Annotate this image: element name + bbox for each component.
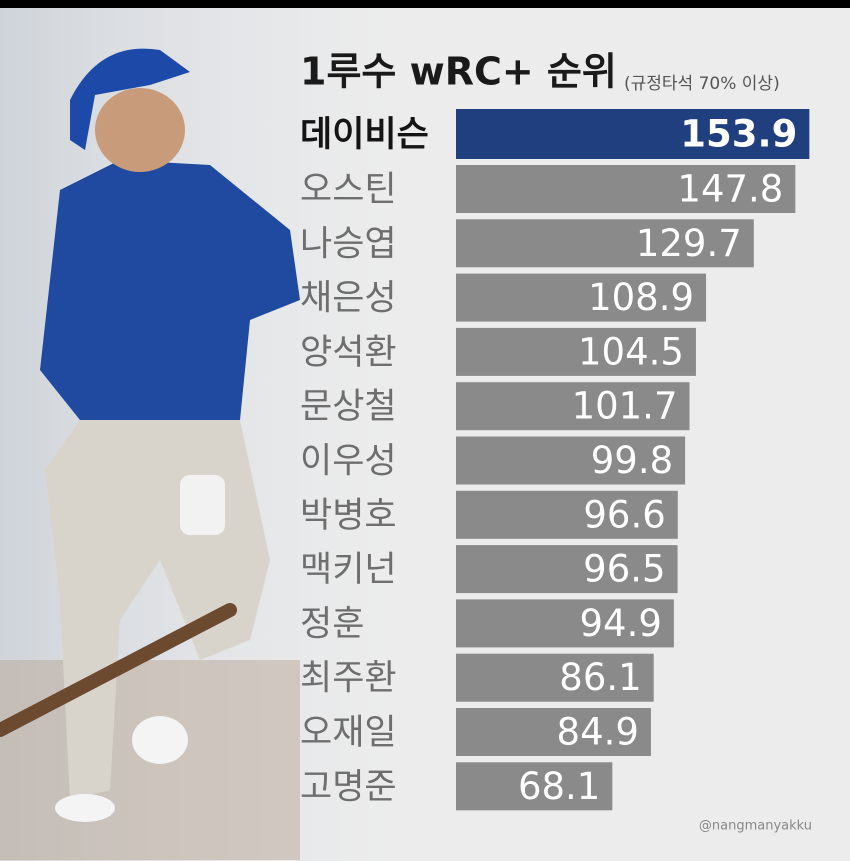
category-label: 박병호	[300, 496, 397, 536]
value-label: 84.9	[557, 711, 639, 754]
bar	[456, 545, 678, 594]
value-label: 104.5	[578, 330, 684, 373]
bar	[456, 165, 796, 213]
value-label: 147.8	[677, 168, 783, 211]
credit: @nangmanyakku	[699, 819, 812, 834]
bar	[456, 490, 678, 539]
value-label: 153.9	[680, 113, 797, 156]
chart-title: 1루수 wRC+ 순위	[300, 50, 617, 94]
bar	[456, 436, 686, 485]
value-label: 129.7	[636, 222, 742, 265]
category-label: 맥키넌	[300, 550, 397, 590]
category-label: 오스틴	[300, 170, 397, 210]
category-label: 이우성	[300, 442, 397, 482]
value-label: 108.9	[588, 276, 694, 319]
value-label: 96.5	[583, 548, 665, 591]
bar	[456, 109, 810, 159]
value-label: 86.1	[559, 656, 641, 699]
category-label: 최주환	[300, 659, 397, 699]
category-label: 정훈	[300, 604, 364, 644]
bar	[456, 708, 651, 756]
value-label: 96.6	[583, 493, 665, 536]
bar	[456, 382, 690, 431]
category-label: 오재일	[300, 713, 397, 753]
category-label: 데이비슨	[300, 115, 429, 155]
top-border	[0, 0, 850, 8]
value-label: 68.1	[518, 765, 600, 808]
value-label: 94.9	[579, 602, 661, 645]
value-label: 99.8	[591, 439, 673, 482]
chart-subtitle: (규정타석 70% 이상)	[624, 74, 780, 94]
category-label: 양석환	[300, 333, 397, 373]
player-photo	[0, 48, 300, 860]
category-label: 나승엽	[300, 224, 397, 264]
bar	[456, 273, 707, 322]
bar	[456, 327, 696, 376]
category-label: 문상철	[300, 387, 397, 427]
bar	[456, 653, 654, 702]
category-label: 고명준	[300, 767, 397, 807]
value-label: 101.7	[572, 385, 678, 428]
bar	[456, 762, 613, 811]
category-label: 채은성	[300, 279, 397, 319]
bar	[456, 599, 674, 648]
bar	[456, 219, 754, 268]
